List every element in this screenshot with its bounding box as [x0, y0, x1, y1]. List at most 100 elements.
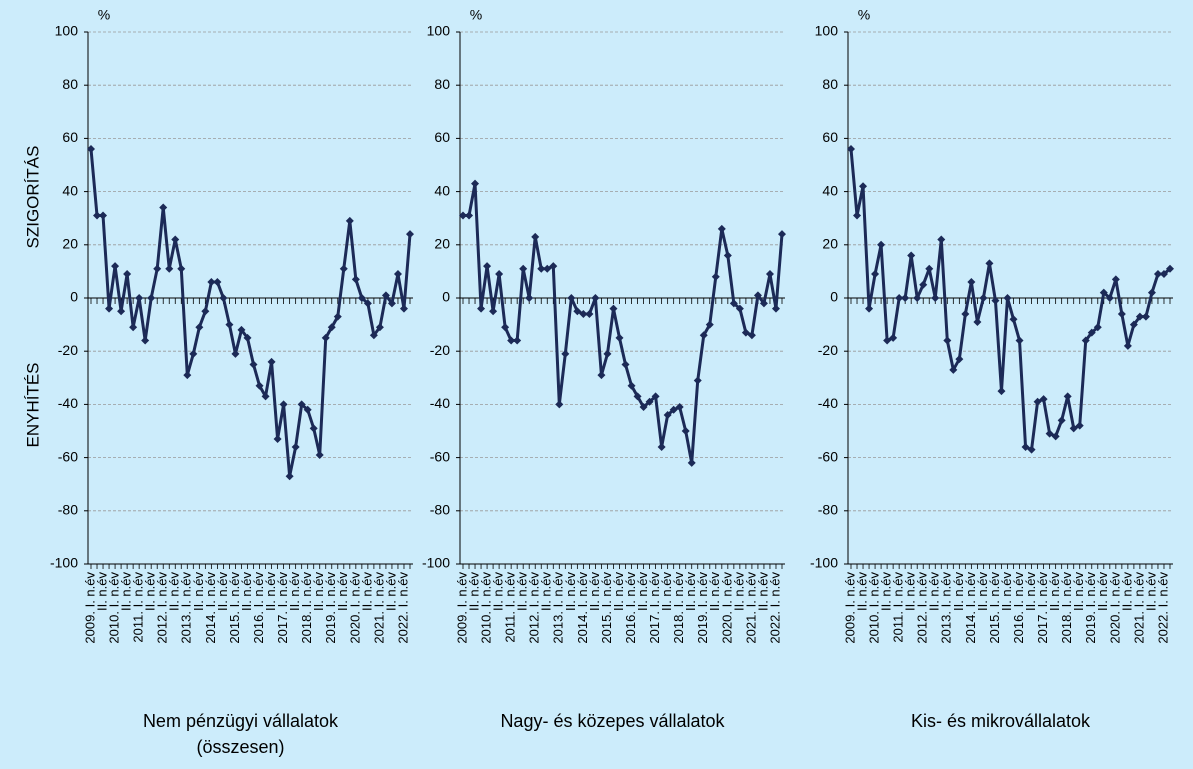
x-tick-label: 2009. I. n.év — [82, 572, 97, 644]
data-point — [1081, 336, 1090, 345]
data-point — [399, 304, 408, 313]
data-point — [901, 294, 910, 302]
data-point — [195, 323, 204, 332]
x-tick-label: II. n.év — [903, 572, 918, 612]
y-tick-label: -60 — [818, 448, 838, 464]
unit-label: % — [98, 7, 110, 23]
data-point — [369, 331, 378, 340]
data-point — [1135, 312, 1144, 321]
y-tick-label: 60 — [62, 129, 78, 145]
data-point — [147, 294, 156, 302]
data-point — [907, 251, 916, 260]
y-tick-label: -20 — [430, 342, 450, 358]
y-tick-label: 0 — [830, 289, 838, 305]
data-point — [93, 211, 102, 220]
x-tick-label: II. n.év — [239, 572, 254, 612]
x-tick-label: 2019. I. n.év — [1083, 572, 1098, 644]
data-point — [705, 320, 714, 329]
x-tick-label: II. n.év — [191, 572, 206, 612]
data-point — [363, 299, 372, 308]
data-point — [877, 240, 886, 249]
data-point — [741, 328, 750, 337]
data-point — [351, 275, 360, 284]
y-tick-label: 20 — [434, 236, 450, 252]
data-point — [663, 411, 672, 420]
y-tick-label: 0 — [442, 289, 450, 305]
data-point — [1093, 323, 1102, 332]
x-tick-label: II. n.év — [635, 572, 650, 612]
unit-label: % — [470, 7, 482, 23]
y-tick-label: -80 — [430, 502, 450, 518]
data-point — [711, 272, 720, 281]
x-tick-label: II. n.év — [143, 572, 158, 612]
data-point — [555, 400, 564, 409]
x-tick-label: II. n.év — [563, 572, 578, 612]
x-tick-label: 2019. I. n.év — [695, 572, 710, 644]
y-tick-label: 80 — [434, 76, 450, 92]
chart-title: Kis- és mikrovállalatok — [911, 711, 1091, 731]
data-point — [543, 264, 552, 273]
y-tick-label: -20 — [818, 342, 838, 358]
x-tick-label: 2020. I. n.év — [719, 572, 734, 644]
data-point — [117, 307, 126, 316]
x-tick-label: 2011. I. n.év — [131, 572, 146, 643]
data-point — [603, 349, 612, 358]
y-tick-label: 20 — [822, 236, 838, 252]
x-tick-label: 2014. I. n.év — [575, 572, 590, 644]
x-tick-label: II. n.év — [755, 572, 770, 612]
x-tick-label: II. n.év — [611, 572, 626, 612]
data-point — [207, 278, 216, 287]
x-tick-label: 2020. I. n.év — [347, 572, 362, 644]
data-point — [1117, 309, 1126, 318]
data-point — [1075, 421, 1084, 430]
x-tick-label: II. n.év — [707, 572, 722, 612]
x-tick-label: 2017. I. n.év — [275, 572, 290, 644]
y-label-bottom: ENYHÍTÉS — [23, 362, 42, 447]
y-tick-label: 60 — [822, 129, 838, 145]
data-point — [303, 405, 312, 414]
data-point — [255, 381, 264, 390]
data-point — [333, 312, 342, 321]
data-point — [177, 264, 186, 273]
data-point — [765, 270, 774, 279]
data-point — [889, 333, 898, 342]
x-tick-label: 2022. I. n.év — [395, 572, 410, 644]
data-point — [1039, 395, 1048, 404]
y-tick-label: 60 — [434, 129, 450, 145]
data-point — [615, 333, 624, 342]
data-point — [237, 325, 246, 334]
y-tick-label: 80 — [62, 76, 78, 92]
data-point — [243, 333, 252, 342]
data-point — [1057, 416, 1066, 425]
data-point — [949, 365, 958, 374]
y-tick-label: -80 — [58, 502, 78, 518]
y-tick-label: -40 — [58, 395, 78, 411]
data-point — [1069, 424, 1078, 433]
series-line — [89, 148, 412, 478]
data-point — [693, 376, 702, 385]
data-point — [201, 307, 210, 316]
x-tick-label: II. n.év — [1071, 572, 1086, 612]
data-point — [687, 458, 696, 467]
x-tick-label: II. n.év — [975, 572, 990, 612]
data-point — [483, 262, 492, 271]
data-point — [501, 323, 510, 332]
y-tick-label: 20 — [62, 236, 78, 252]
data-point — [627, 381, 636, 390]
data-point — [273, 434, 282, 443]
data-point — [345, 216, 354, 225]
y-tick-label: -80 — [818, 502, 838, 518]
x-tick-label: II. n.év — [999, 572, 1014, 612]
x-tick-label: 2016. I. n.év — [1011, 572, 1026, 644]
data-point — [985, 259, 994, 268]
data-point — [681, 427, 690, 435]
data-point — [1009, 315, 1018, 324]
data-point — [285, 472, 294, 481]
data-point — [859, 182, 868, 191]
x-tick-label: II. n.év — [731, 572, 746, 612]
data-point — [189, 349, 198, 358]
x-tick-label: II. n.év — [854, 572, 869, 612]
data-point — [919, 280, 928, 289]
data-point — [1105, 294, 1114, 302]
data-point — [1159, 270, 1168, 279]
